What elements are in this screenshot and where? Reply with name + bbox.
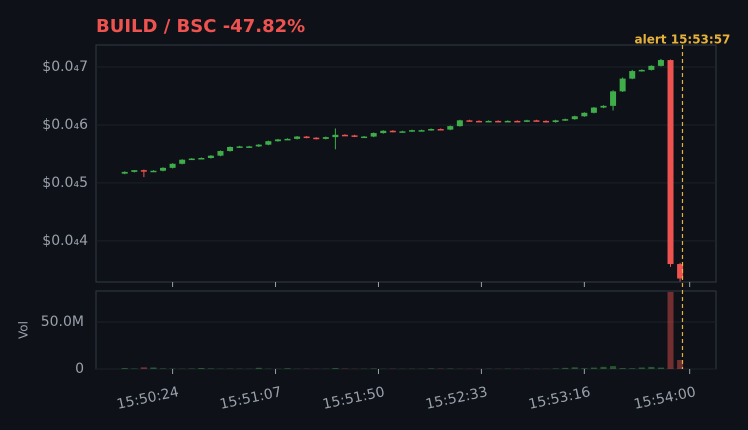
- candle-body: [313, 137, 320, 140]
- candle-body: [571, 116, 578, 120]
- candle-body: [590, 107, 597, 113]
- candle-body: [408, 130, 415, 132]
- candle-body: [552, 120, 559, 123]
- volume-bar: [571, 367, 578, 369]
- y-tick-label: $0.0₄6: [42, 117, 88, 133]
- volume-tick-label: 50.0M: [41, 314, 84, 330]
- candle-body: [677, 264, 684, 279]
- volume-panel: [95, 290, 717, 370]
- candle-body: [399, 131, 406, 133]
- candle-body: [246, 146, 253, 148]
- candle-body: [428, 129, 435, 131]
- candle-body: [341, 134, 348, 137]
- candle-body: [140, 170, 147, 172]
- candle-body: [160, 167, 167, 171]
- candle-body: [600, 105, 607, 108]
- volume-bar: [198, 367, 205, 369]
- candle-body: [657, 60, 664, 66]
- chart-title: BUILD / BSC -47.82%: [96, 16, 305, 37]
- candle-body: [284, 138, 291, 141]
- candle-body: [361, 136, 368, 139]
- volume-bar: [657, 367, 664, 369]
- candle-body: [495, 120, 502, 123]
- candle-body: [370, 133, 377, 137]
- volume-tick-label: 0: [75, 361, 84, 377]
- volume-bar: [150, 367, 157, 369]
- candle-body: [303, 136, 310, 139]
- volume-bar: [667, 291, 674, 369]
- volume-bar: [629, 368, 636, 369]
- candle-body: [514, 120, 521, 123]
- volume-bar: [581, 368, 588, 369]
- candle-body: [198, 157, 205, 160]
- candle-body: [533, 120, 540, 122]
- volume-bar: [590, 367, 597, 369]
- candle-body: [629, 71, 636, 79]
- candle-body: [274, 139, 281, 142]
- candle-body: [236, 146, 243, 148]
- candle-body: [188, 158, 195, 161]
- volume-bar: [332, 368, 339, 369]
- candle-body: [332, 134, 339, 138]
- volume-bar: [370, 368, 377, 369]
- candle-body: [217, 151, 224, 156]
- candle-body: [476, 120, 483, 123]
- volume-bar: [638, 367, 645, 369]
- volume-bar: [677, 359, 684, 369]
- candle-body: [466, 120, 473, 122]
- y-tick-label: $0.0₄5: [42, 175, 88, 191]
- candle-body: [638, 69, 645, 72]
- volume-bar: [160, 368, 167, 369]
- candle-body: [648, 65, 655, 70]
- candle-body: [179, 159, 186, 164]
- volume-bar: [562, 367, 569, 369]
- candle-body: [131, 170, 138, 172]
- candle-body: [294, 136, 301, 139]
- volume-bar: [284, 368, 291, 369]
- candle-body: [562, 119, 569, 121]
- candle-body: [169, 163, 176, 168]
- candle-body: [322, 137, 329, 139]
- volume-bar: [207, 368, 214, 369]
- candle-body: [437, 129, 444, 131]
- volume-bar: [619, 368, 626, 369]
- volume-bar: [610, 366, 617, 369]
- volume-bar: [600, 366, 607, 369]
- volume-bar: [648, 366, 655, 369]
- candle-body: [380, 130, 387, 134]
- volume-bar: [121, 368, 128, 369]
- candle-body: [543, 120, 550, 123]
- volume-bar: [255, 367, 262, 369]
- alert-label: alert 15:53:57: [635, 33, 731, 47]
- candle-body: [504, 120, 511, 123]
- price-panel: [95, 44, 717, 283]
- candle-body: [485, 120, 492, 123]
- volume-axis-label: Vol: [17, 321, 31, 339]
- candle-body: [150, 170, 157, 173]
- candle-body: [265, 141, 272, 145]
- candle-body: [207, 155, 214, 158]
- candle-body: [667, 60, 674, 265]
- candle-body: [255, 144, 262, 147]
- candle-body: [456, 120, 463, 127]
- candle-body: [418, 130, 425, 132]
- candle-body: [389, 130, 396, 133]
- candle-body: [121, 171, 128, 174]
- y-tick-label: $0.0₄4: [42, 233, 88, 249]
- candle-body: [351, 135, 358, 137]
- candle-body: [619, 78, 626, 92]
- candle-body: [227, 146, 234, 152]
- candle-body: [610, 91, 617, 106]
- y-tick-label: $0.0₄7: [42, 59, 88, 75]
- candle-body: [523, 120, 530, 122]
- volume-bar: [428, 368, 435, 369]
- candle-body: [581, 112, 588, 117]
- volume-bar: [140, 367, 147, 369]
- volume-bar: [552, 368, 559, 369]
- candle-body: [447, 126, 454, 130]
